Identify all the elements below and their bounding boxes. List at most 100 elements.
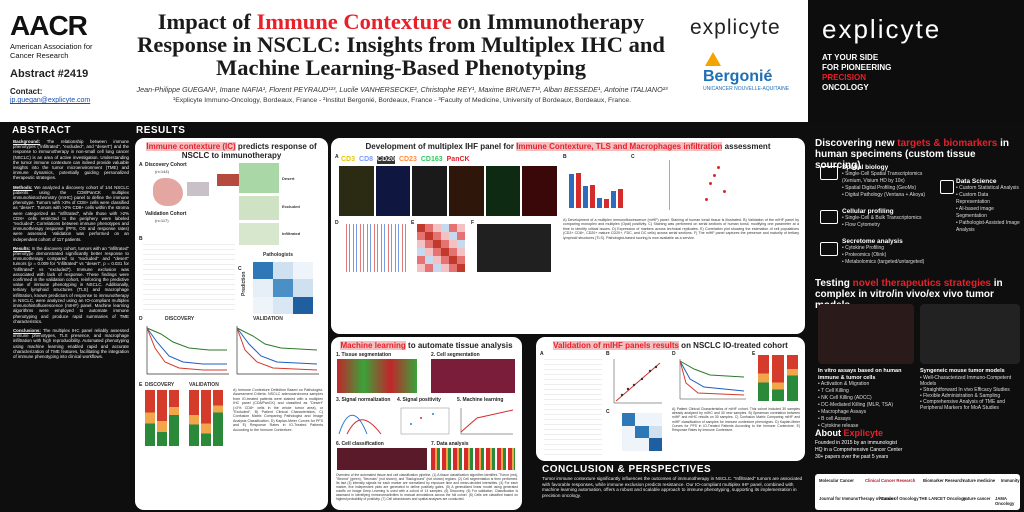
rc2-pre: Testing: [815, 278, 853, 289]
ml-step-2: 2. Cell segmentation: [431, 352, 480, 358]
abstract-text: Background: The relationship between imm…: [13, 139, 129, 509]
group-item-text: Digital Pathology (Ventana + Akoya): [845, 192, 926, 198]
ic-fig-e-label: E: [139, 382, 143, 388]
pub-logo: Biomarker Research: [923, 478, 964, 483]
conclusion-heading: CONCLUSION & PERSPECTIVES: [542, 464, 712, 475]
replicate-chart: [343, 224, 407, 272]
parameter-dot-plot: [669, 160, 743, 210]
abstract-number: Abstract #2419: [10, 68, 89, 80]
pub-logo: Molecular Cancer: [819, 478, 854, 483]
pub-logo: nature medicine: [963, 478, 996, 483]
km-validation-chart: [236, 326, 319, 375]
contact-block: Contact: jp.guegan@explicyte.com: [10, 88, 90, 105]
authors: Jean-Philippe GUEGAN¹, Imane NAFIA¹, Flo…: [136, 85, 668, 94]
group-item: • Single-Cell & Bulk Transcriptomics: [842, 215, 922, 221]
mihf-title-pre: Development of multiplex IHF panel for: [365, 142, 517, 151]
valid-title-rest: on NSCLC IO-treated cohort: [678, 341, 788, 350]
bergonie-logo: Bergonié UNICANCER NOUVELLE-AQUITAINE: [703, 50, 793, 92]
syn-item: • Flexible Administration & Sampling: [920, 392, 1001, 399]
contact-email-link[interactable]: jp.guegan@explicyte.com: [10, 97, 91, 104]
group-item-text: Custom Statistical Analysis: [959, 185, 1019, 191]
pub-logo: THE LANCET Oncology: [919, 496, 966, 501]
group-item-text: Single-Cell & Bulk Transcriptomics: [845, 215, 922, 221]
ic-fig-d-label: D: [139, 316, 143, 322]
discovery-cohort: Discovery Cohort: [145, 162, 187, 168]
banner-line4: ONCOLOGY: [822, 83, 869, 92]
validation-cohort: Validation Cohort: [145, 211, 187, 217]
results-text: In the discovery cohort, tumors with an …: [13, 245, 129, 324]
mihf-title-highlight: Immune Contexture, TLS and Macrophages i…: [516, 142, 723, 151]
group-item-text: Proteomics (Olink): [845, 252, 887, 258]
aacr-mark: AACR: [10, 10, 88, 41]
monitor-icon: [940, 180, 954, 194]
ml-step-5: 5. Machine learning: [457, 397, 504, 403]
vitro-item-text: DC-Mediated Killing (MLR, TSA): [821, 402, 894, 408]
banner-line2: FOR PIONEERING: [822, 63, 892, 72]
group-heading: Cellular profiling: [842, 208, 894, 215]
group-item-text: Spatial Digital Profiling (GeoMx): [845, 185, 916, 191]
mihf-title-post: assessment: [722, 142, 771, 151]
title-highlight: Immune Contexture: [256, 9, 452, 34]
cellular-profiling-group: [820, 210, 838, 224]
group-item: • Pathologist-Assisted Image Analysis: [956, 220, 1020, 233]
marker-cd23: CD23: [398, 156, 417, 163]
group-item: • AI-based image Segmentation: [956, 206, 994, 219]
affiliations: ¹Explicyte Immuno-Oncology, Bordeaux, Fr…: [172, 97, 632, 104]
vitro-item-text: Cytokine release: [821, 423, 859, 429]
about-hl: Explicyte: [843, 428, 884, 438]
discovering-heading: Discovering new targets & biomarkers in …: [815, 138, 1020, 171]
desert-label: Desert: [282, 176, 295, 181]
group-item-text: Custom Data Representation: [956, 192, 990, 205]
group-item: • Flow Cytometry: [842, 222, 880, 228]
validation-n: (n=117): [155, 218, 169, 223]
ic-fig-c-label: C: [238, 266, 242, 272]
rc1-pre: Discovering new: [815, 138, 898, 149]
pub-logo: Annals of Oncology: [879, 496, 919, 501]
valid-response-bars: [758, 355, 798, 401]
pub-logo: nature cancer: [963, 496, 991, 501]
group-item-text: Pathologist-Assisted Image Analysis: [956, 220, 1020, 233]
group-item-text: Single-Cell Spatial Transcriptomics (Xen…: [842, 171, 923, 184]
vitro-item: • Cytokine release: [818, 423, 859, 429]
ic-caption: A) Immune Contexture Definition Based on…: [233, 388, 323, 432]
response-rate-bars: [145, 390, 225, 446]
explicyte-logo: explicyte: [690, 16, 781, 39]
ml-caption: Overview of the automated tissue and cel…: [336, 473, 518, 501]
banner-line1: AT YOUR SIDE: [822, 53, 879, 62]
validation-km-label: VALIDATION: [253, 316, 283, 322]
group-item-text: Cytokine Profiling: [845, 245, 885, 251]
vitro-item-text: T Cell Killing: [821, 388, 849, 394]
banner-line3: PRECISION: [822, 73, 867, 82]
group-item-text: Metabolomics (targeted/untargeted): [845, 259, 925, 265]
infiltrated-image: [239, 223, 279, 245]
valid-fig-b-label: B: [606, 351, 610, 357]
mihf-fig-e-label: E: [411, 220, 415, 226]
pub-logo: Immunity: [1001, 478, 1020, 483]
data-analysis-chart: [431, 448, 515, 470]
about-line: Founded in 2015 by an immunologist: [815, 440, 897, 446]
methods-text: We analyzed a discovery cohort of 144 NS…: [13, 184, 129, 242]
vitro-image: [818, 304, 914, 364]
pub-logo: Clinical Cancer Research: [865, 478, 916, 483]
marker-cd8: CD8: [359, 156, 374, 163]
ic-title-rest: predicts response of NSCLC to immunother…: [181, 142, 317, 160]
desert-image: [239, 163, 279, 193]
bergonie-subtitle: UNICANCER NOUVELLE-AQUITAINE: [703, 86, 790, 92]
km-discovery-chart: [146, 326, 229, 375]
infiltrated-label: Infiltrated: [282, 231, 301, 236]
syn-item: • Straightforward In vivo Efficacy Studi…: [920, 386, 1010, 393]
group-heading: Spatial biology: [842, 164, 889, 171]
syn-item-text: Flexible Administration & Sampling: [923, 392, 1001, 399]
validation-rr-label: VALIDATION: [189, 382, 219, 388]
background-text: The relationship between immune phenotyp…: [13, 139, 129, 181]
cellular-profiling-list: Cellular profiling • Single-Cell & Bulk …: [842, 208, 937, 229]
mihf-fig-f-label: F: [471, 220, 475, 226]
group-heading: Secretome analysis: [842, 238, 903, 245]
valid-km-chart: [679, 359, 746, 400]
validation-panel: Validation of mIHF panels results on NSC…: [536, 337, 805, 461]
vitro-item: • Macrophage Assays: [818, 409, 867, 415]
syn-item: • Comprehensive Analysis of TME and Peri…: [920, 398, 1006, 411]
valid-caption: A) Patient Clinical Characteristics of m…: [672, 407, 800, 433]
aacr-logo: AACR American Association for Cancer Res…: [10, 10, 110, 60]
publication-logos: Molecular Cancer Clinical Cancer Researc…: [815, 474, 1020, 510]
